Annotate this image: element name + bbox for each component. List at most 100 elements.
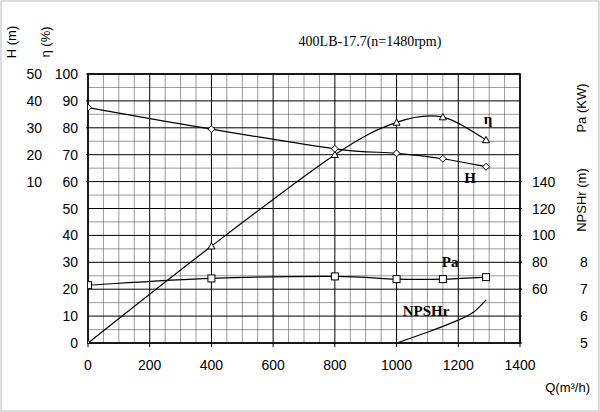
y-tick-label: 60 — [62, 174, 78, 190]
marker — [88, 104, 92, 111]
series-label: H — [464, 170, 476, 186]
marker — [393, 119, 400, 125]
series-line — [88, 108, 486, 167]
y4-tick — [520, 262, 522, 263]
y-tick-label: 40 — [62, 227, 78, 243]
y2-tick — [86, 127, 88, 128]
x-axis-label: Q(m³/h) — [545, 380, 590, 395]
y3-tick-label: 60 — [532, 281, 548, 297]
minor-grid-line — [88, 168, 520, 169]
y-tick-label: 10 — [62, 308, 78, 324]
grid-line — [88, 289, 520, 290]
x-tick — [149, 343, 150, 347]
y3-tick — [520, 262, 522, 263]
x-tick — [334, 343, 335, 347]
x-tick-label: 400 — [200, 357, 224, 373]
x-tick-label: 1400 — [504, 357, 535, 373]
x-tick — [396, 343, 397, 347]
minor-grid-line — [88, 329, 520, 330]
y4-tick-label: 8 — [580, 254, 588, 270]
y3-tick — [520, 181, 522, 182]
minor-grid-line — [88, 195, 520, 196]
y4-tick — [520, 343, 522, 344]
marker — [208, 243, 215, 249]
background — [0, 0, 600, 412]
y-tick-label: 20 — [62, 281, 78, 297]
y4-tick-label: 5 — [580, 335, 588, 351]
marker — [483, 136, 490, 142]
y2-tick — [86, 100, 88, 101]
minor-grid-line — [88, 302, 520, 303]
grid-line — [88, 127, 520, 128]
marker — [439, 155, 446, 162]
x-tick-label: 0 — [84, 357, 92, 373]
marker — [208, 275, 215, 282]
series-label: Pa — [442, 254, 459, 270]
marker — [331, 145, 338, 152]
y-tick-label: 30 — [62, 254, 78, 270]
marker — [88, 340, 92, 344]
series-line — [88, 276, 486, 285]
outer-border — [1, 1, 599, 411]
y-tick-label: 70 — [62, 147, 78, 163]
minor-grid-line — [88, 248, 520, 249]
minor-grid-line — [88, 114, 520, 115]
series-line — [397, 300, 486, 343]
y3-tick-label: 80 — [532, 254, 548, 270]
x-tick — [211, 343, 212, 347]
marker — [483, 274, 490, 281]
y3-tick-label: 120 — [532, 201, 556, 217]
x-tick-label: 1200 — [443, 357, 474, 373]
x-tick — [273, 343, 274, 347]
y4-tick-label: 7 — [580, 281, 588, 297]
x-tick-label: 600 — [261, 357, 285, 373]
x-tick — [520, 343, 521, 347]
x-tick — [458, 343, 459, 347]
y4-tick — [520, 316, 522, 317]
y-tick-label: 100 — [55, 66, 79, 82]
minor-grid-line — [88, 141, 520, 142]
y4-tick — [520, 289, 522, 290]
marker — [88, 282, 92, 289]
marker — [439, 114, 446, 120]
grid-line — [88, 208, 520, 209]
title: 400LB-17.7(n=1480rpm) — [299, 34, 442, 50]
series-line — [88, 116, 486, 343]
marker — [393, 276, 400, 283]
grid-line — [88, 154, 520, 155]
y4-tick-label: 6 — [580, 308, 588, 324]
y-tick-label: 0 — [70, 335, 78, 351]
y2-tick-label: 50 — [26, 66, 42, 82]
x-tick-label: 800 — [323, 357, 347, 373]
y3-tick-label: 140 — [532, 174, 556, 190]
y2-tick-label: 20 — [26, 147, 42, 163]
grid-line — [88, 235, 520, 236]
marker — [208, 126, 215, 133]
y3-tick — [520, 235, 522, 236]
minor-grid-line — [88, 221, 520, 222]
y3-tick-label: 100 — [532, 227, 556, 243]
x-tick-label: 1000 — [381, 357, 412, 373]
marker — [393, 150, 400, 157]
plot-area — [88, 104, 490, 343]
y2-tick-label: 30 — [26, 120, 42, 136]
x-tick-label: 200 — [138, 357, 162, 373]
x-tick — [88, 343, 89, 347]
y-axis-label: η (%) — [38, 26, 53, 57]
grid-line — [88, 100, 520, 101]
y2-tick — [86, 181, 88, 182]
grid — [88, 74, 520, 343]
y2-tick — [86, 154, 88, 155]
marker — [439, 276, 446, 283]
y2-tick — [86, 74, 88, 75]
y2-tick-label: 40 — [26, 93, 42, 109]
y3-tick — [520, 289, 522, 290]
series-label: NPSHr — [403, 303, 450, 319]
y4-axis-label: NPSHr (m) — [574, 168, 589, 232]
y-tick-label: 80 — [62, 120, 78, 136]
chart: 400LB-17.7(n=1480rpm)0200400600800100012… — [0, 0, 600, 412]
grid-line — [88, 181, 520, 182]
grid-line — [88, 316, 520, 317]
y3-axis-label: Pa (KW) — [574, 83, 589, 132]
y-tick-label: 90 — [62, 93, 78, 109]
